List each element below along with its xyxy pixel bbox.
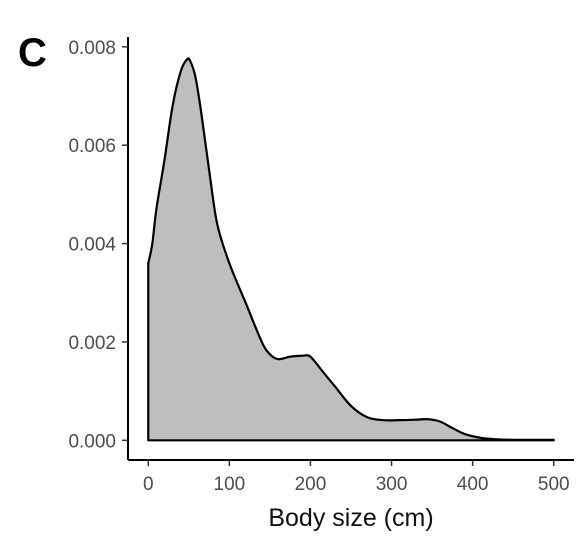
x-tick-label: 100 — [214, 474, 246, 495]
y-tick-label: 0.004 — [68, 235, 116, 256]
x-axis-ticks: 0 100 200 300 400 500 — [143, 460, 570, 495]
x-tick-label: 500 — [538, 474, 570, 495]
x-tick-label: 300 — [376, 474, 408, 495]
y-tick-label: 0.000 — [68, 431, 116, 452]
y-tick-label: 0.006 — [68, 136, 116, 157]
x-tick-label: 400 — [457, 474, 489, 495]
x-axis-title: Body size (cm) — [268, 504, 433, 532]
x-tick-label: 0 — [143, 474, 154, 495]
x-tick-label: 200 — [295, 474, 327, 495]
density-area — [147, 57, 555, 442]
y-axis-ticks: 0.000 0.002 0.004 0.006 0.008 — [68, 38, 128, 452]
panel-label: C — [18, 31, 47, 75]
y-tick-label: 0.008 — [68, 38, 116, 59]
y-tick-label: 0.002 — [68, 333, 116, 354]
